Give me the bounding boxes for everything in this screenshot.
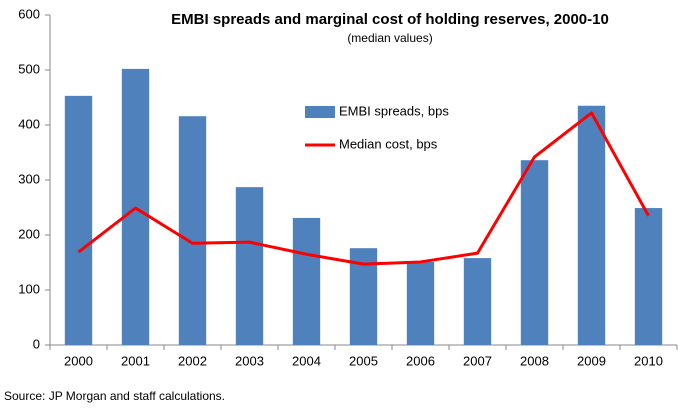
bar [292,217,321,345]
bar [520,160,549,345]
line [77,111,650,266]
x-tick-label: 2001 [121,353,150,368]
y-tick-label: 400 [18,116,40,131]
bar [463,258,492,345]
bar [235,187,264,345]
legend-label: EMBI spreads, bps [339,103,449,118]
chart-title: EMBI spreads and marginal cost of holdin… [171,11,609,28]
x-tick-label: 2009 [577,353,606,368]
y-tick-label: 200 [18,226,40,241]
x-tick-label: 2002 [178,353,207,368]
chart-subtitle: (median values) [347,31,432,45]
bar [64,95,93,345]
x-tick-label: 2004 [292,353,321,368]
x-tick-label: 2008 [520,353,549,368]
legend-swatch [305,106,335,118]
x-tick-label: 2007 [463,353,492,368]
x-tick-label: 2005 [349,353,378,368]
bar [178,116,207,345]
legend-label: Median cost, bps [339,136,438,151]
bar [577,105,606,345]
y-tick-label: 600 [18,6,40,21]
x-tick-label: 2006 [406,353,435,368]
y-tick-label: 500 [18,61,40,76]
y-tick-label: 0 [33,336,40,351]
y-tick-label: 100 [18,281,40,296]
bar [634,208,663,345]
bar [406,261,435,345]
x-tick-label: 2010 [634,353,663,368]
y-tick-label: 300 [18,171,40,186]
x-tick-label: 2003 [235,353,264,368]
source-note: Source: JP Morgan and staff calculations… [4,389,225,403]
x-tick-label: 2000 [64,353,93,368]
